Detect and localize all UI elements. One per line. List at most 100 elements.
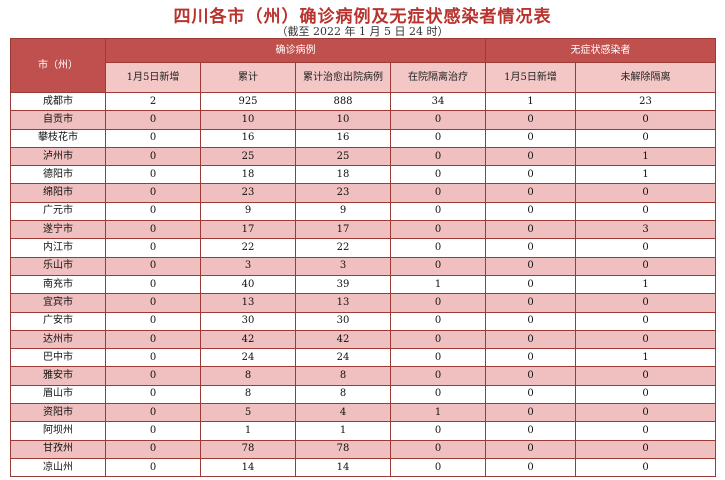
value-cell: 0 [105,366,201,386]
table-row: 广安市 0 30 30 0 0 0 [10,311,716,331]
value-cell: 0 [485,457,576,478]
value-cell: 24 [295,348,391,368]
value-cell: 0 [105,146,201,167]
table-row: 资阳市 0 5 4 1 0 0 [10,403,716,423]
table-row: 乐山市 0 3 3 0 0 0 [10,256,716,276]
value-cell: 0 [575,366,716,386]
city-cell: 资阳市 [10,403,106,423]
value-cell: 0 [485,165,576,185]
city-cell: 遂宁市 [10,220,106,240]
value-cell: 42 [295,329,391,350]
value-cell: 30 [200,311,296,331]
value-cell: 0 [575,439,716,459]
value-cell: 39 [295,274,391,295]
value-cell: 1 [295,421,391,441]
value-cell: 0 [390,457,486,478]
city-cell: 巴中市 [10,348,106,368]
value-cell: 0 [575,256,716,276]
value-cell: 1 [575,165,716,185]
value-cell: 1 [575,146,716,167]
city-cell: 南充市 [10,274,106,295]
value-cell: 0 [390,329,486,350]
table-row: 攀枝花市 0 16 16 0 0 0 [10,128,716,148]
city-cell: 乐山市 [10,256,106,276]
header-city: 市（州） [10,38,106,93]
table-row: 自贡市 0 10 10 0 0 0 [10,110,716,130]
value-cell: 0 [105,238,201,258]
value-cell: 0 [105,274,201,295]
value-cell: 3 [200,256,296,276]
value-cell: 10 [295,110,391,130]
value-cell: 3 [575,220,716,240]
value-cell: 40 [200,274,296,295]
city-cell: 攀枝花市 [10,128,106,148]
value-cell: 2 [105,91,201,112]
value-cell: 9 [295,201,391,222]
value-cell: 24 [200,348,296,368]
value-cell: 0 [390,220,486,240]
value-cell: 17 [200,220,296,240]
column-header: 1月5日新增 [485,62,576,93]
city-cell: 绵阳市 [10,183,106,203]
subtitle: （截至 2022 年 1 月 5 日 24 时） [276,25,449,38]
value-cell: 0 [105,128,201,148]
value-cell: 0 [105,329,201,350]
column-header: 未解除隔离 [575,62,716,93]
value-cell: 0 [105,403,201,423]
value-cell: 8 [200,384,296,405]
value-cell: 5 [200,403,296,423]
value-cell: 925 [200,91,296,112]
value-cell: 16 [200,128,296,148]
value-cell: 25 [200,146,296,167]
value-cell: 0 [485,128,576,148]
value-cell: 0 [105,384,201,405]
value-cell: 10 [200,110,296,130]
city-cell: 广安市 [10,311,106,331]
table-row: 阿坝州 0 1 1 0 0 0 [10,421,716,441]
city-cell: 宜宾市 [10,293,106,313]
value-cell: 0 [390,366,486,386]
table-row: 广元市 0 9 9 0 0 0 [10,201,716,222]
value-cell: 13 [200,293,296,313]
city-cell: 自贡市 [10,110,106,130]
value-cell: 0 [485,110,576,130]
value-cell: 0 [105,110,201,130]
value-cell: 0 [485,183,576,203]
value-cell: 0 [575,238,716,258]
value-cell: 1 [390,274,486,295]
value-cell: 22 [200,238,296,258]
table-row: 眉山市 0 8 8 0 0 0 [10,384,716,405]
city-cell: 广元市 [10,201,106,222]
table-row: 达州市 0 42 42 0 0 0 [10,329,716,350]
value-cell: 0 [390,110,486,130]
value-cell: 0 [485,146,576,167]
value-cell: 8 [200,366,296,386]
header-group: 确诊病例 [105,38,486,63]
value-cell: 0 [575,293,716,313]
city-cell: 达州市 [10,329,106,350]
city-cell: 德阳市 [10,165,106,185]
value-cell: 13 [295,293,391,313]
table-row: 绵阳市 0 23 23 0 0 0 [10,183,716,203]
value-cell: 0 [485,384,576,405]
value-cell: 16 [295,128,391,148]
city-cell: 眉山市 [10,384,106,405]
value-cell: 0 [390,348,486,368]
value-cell: 0 [105,256,201,276]
subheader-row: 1月5日新增 累计 累计治愈出院病例 在院隔离治疗 1月5日新增 未解除隔离 [11,62,716,93]
value-cell: 17 [295,220,391,240]
city-cell: 凉山州 [10,457,106,478]
column-header: 累计治愈出院病例 [295,62,391,93]
value-cell: 0 [485,238,576,258]
table-row: 南充市 0 40 39 1 0 1 [10,274,716,295]
value-cell: 0 [390,165,486,185]
value-cell: 78 [295,439,391,459]
value-cell: 0 [575,110,716,130]
value-cell: 0 [105,220,201,240]
value-cell: 0 [575,384,716,405]
table-row: 成都市 2 925 888 34 1 23 [10,91,716,112]
value-cell: 18 [295,165,391,185]
value-cell: 3 [295,256,391,276]
value-cell: 0 [575,183,716,203]
value-cell: 0 [390,183,486,203]
